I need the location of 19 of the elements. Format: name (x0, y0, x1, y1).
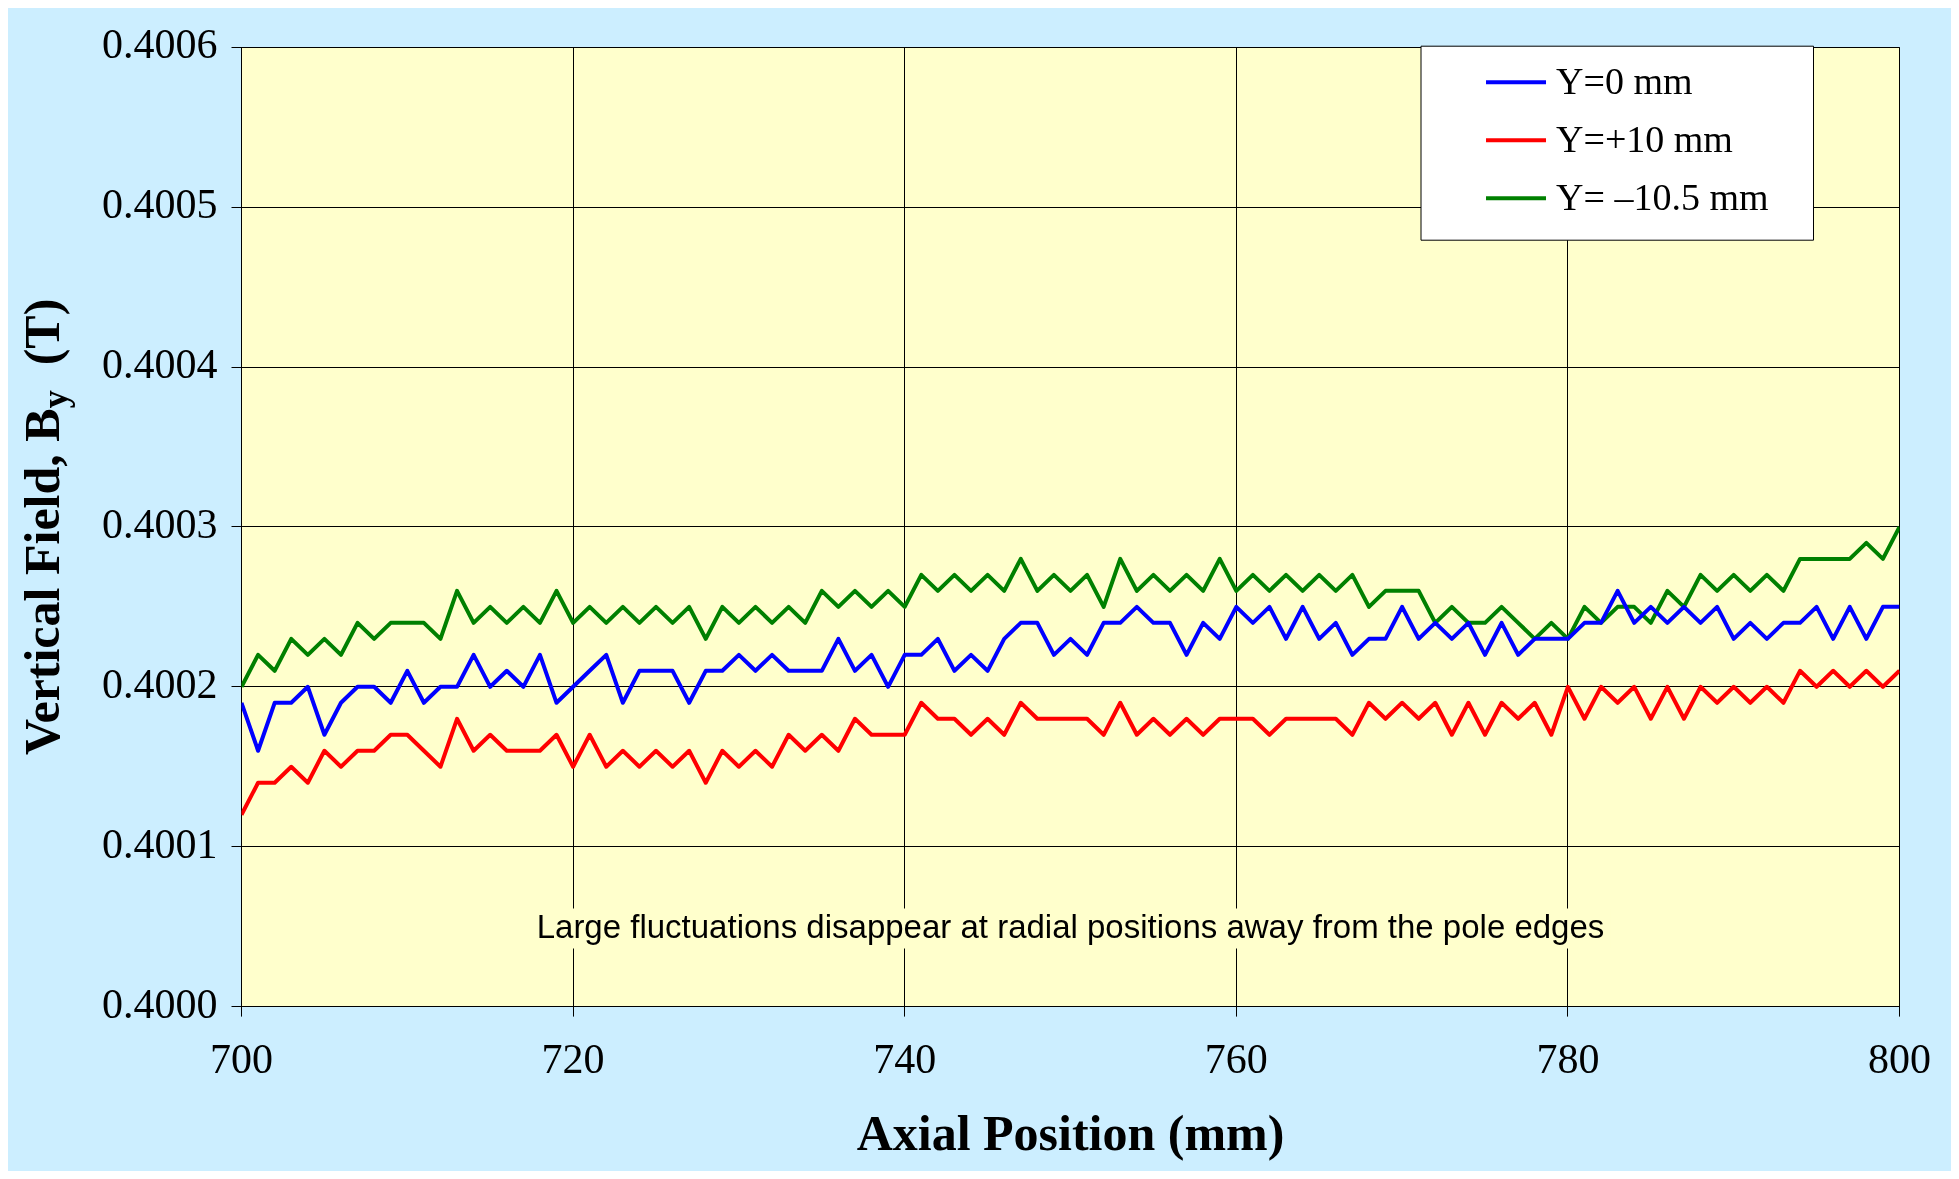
x-tick-label: 760 (1204, 1035, 1268, 1082)
x-tick-label: 800 (1868, 1035, 1931, 1082)
x-tick-label: 740 (873, 1035, 937, 1082)
legend-label: Y=0 mm (1556, 60, 1693, 103)
y-tick-label: 0.4000 (102, 980, 218, 1027)
legend-label: Y= –10.5 mm (1556, 176, 1769, 219)
y-tick-label: 0.4004 (102, 341, 218, 388)
x-tick-label: 700 (210, 1035, 273, 1082)
y-tick-label: 0.4006 (102, 21, 218, 68)
y-tick-label: 0.4002 (102, 660, 218, 707)
annotation: Large fluctuations disappear at radial positions away from the pole edges (536, 907, 1605, 945)
x-axis-title: Axial Position (mm) (856, 1104, 1285, 1161)
x-tick-label: 780 (1536, 1035, 1600, 1082)
y-tick-label: 0.4003 (102, 500, 218, 547)
y-axis-title: Vertical Field, By (T) (13, 298, 76, 756)
legend-label: Y=+10 mm (1556, 118, 1733, 161)
y-tick-label: 0.4001 (102, 820, 218, 867)
y-tick-label: 0.4005 (102, 181, 218, 228)
x-tick-label: 720 (541, 1035, 605, 1082)
